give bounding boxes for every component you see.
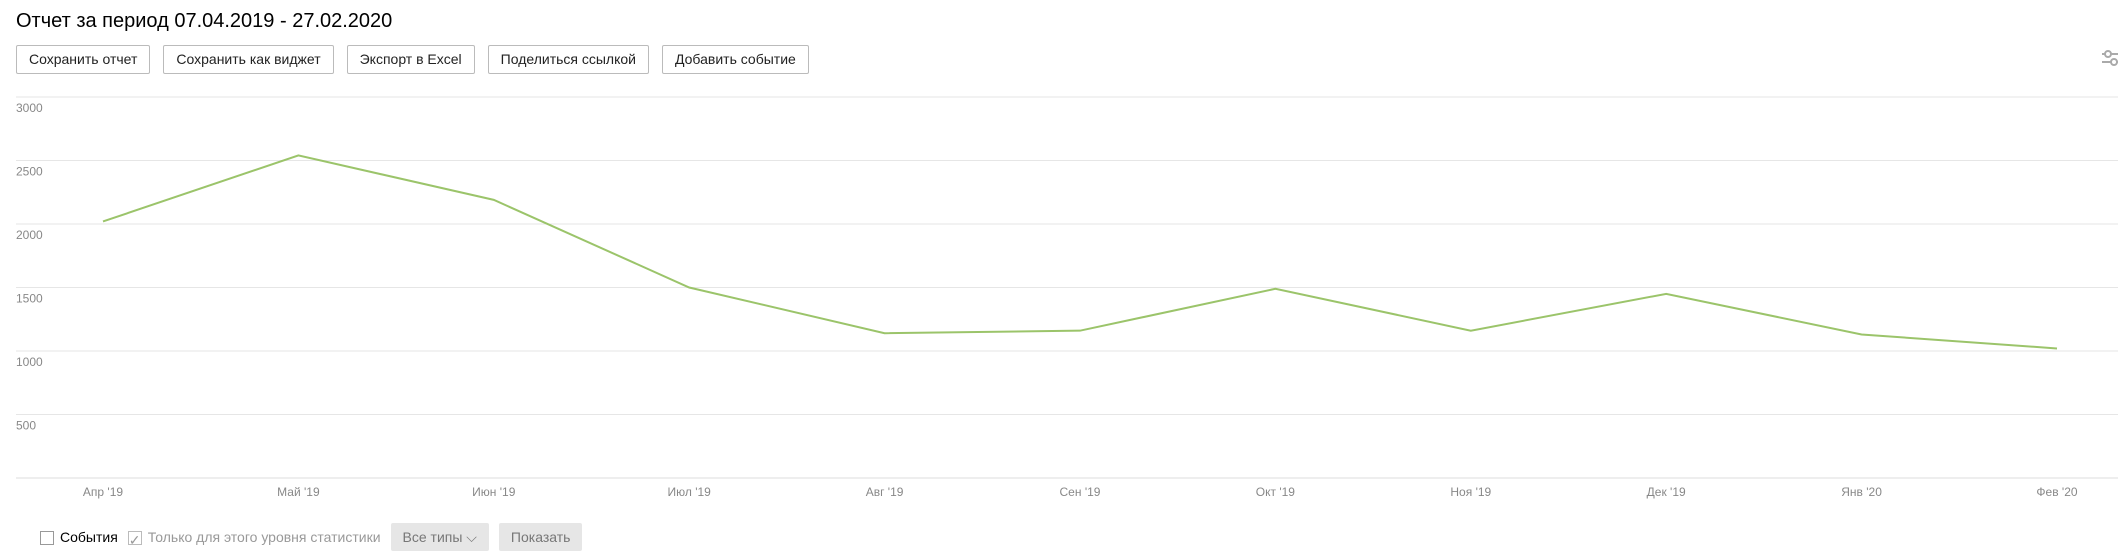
y-tick-label: 500 bbox=[16, 419, 36, 433]
y-tick-label: 2500 bbox=[16, 165, 43, 179]
y-tick-label: 3000 bbox=[16, 101, 43, 115]
button[interactable]: Добавить событие bbox=[662, 45, 809, 74]
y-tick-label: 2000 bbox=[16, 228, 43, 242]
checkbox-label: События bbox=[60, 528, 118, 545]
footer: События ✓ Только для этого уровня статист… bbox=[40, 523, 583, 551]
checkbox-label: Только для этого уровня статистики bbox=[147, 528, 381, 545]
x-tick-label: Ноя '19 bbox=[1450, 485, 1491, 499]
x-tick-label: Янв '20 bbox=[1841, 485, 1882, 499]
show-button[interactable]: Показать bbox=[498, 523, 583, 551]
level-checkbox[interactable]: ✓ Только для этого уровня статистики bbox=[127, 528, 381, 549]
report-title: Отчет за период 07.04.2019 - 27.02.2020 bbox=[16, 10, 393, 32]
y-tick-label: 1500 bbox=[16, 292, 43, 306]
data-line bbox=[102, 154, 2058, 350]
x-tick-label: Май '19 bbox=[277, 485, 320, 499]
button[interactable]: Сохранить как виджет bbox=[163, 45, 334, 74]
x-tick-label: Июн '19 bbox=[472, 485, 516, 499]
button[interactable]: Поделиться ссылкой bbox=[487, 45, 649, 74]
button[interactable]: Сохранить отчет bbox=[16, 45, 151, 74]
settings-icon[interactable] bbox=[2102, 50, 2118, 66]
events-checkbox[interactable]: События bbox=[40, 528, 118, 546]
x-tick-label: Фев '20 bbox=[2036, 485, 2077, 499]
x-tick-label: Сен '19 bbox=[1060, 485, 1101, 499]
x-tick-label: Авг '19 bbox=[866, 485, 904, 499]
toolbar: Сохранить отчет Сохранить как виджет Экс… bbox=[16, 45, 809, 74]
x-tick-label: Дек '19 bbox=[1647, 485, 1686, 499]
x-tick-label: Апр '19 bbox=[83, 485, 123, 499]
x-tick-label: Окт '19 bbox=[1256, 485, 1296, 499]
y-tick-label: 1000 bbox=[16, 355, 43, 369]
button[interactable]: Экспорт в Excel bbox=[346, 45, 475, 74]
types-dropdown[interactable]: Все типы ⌵ bbox=[390, 523, 489, 551]
dropdown-label: Все типы bbox=[402, 529, 463, 545]
x-tick-label: Июл '19 bbox=[668, 485, 712, 499]
